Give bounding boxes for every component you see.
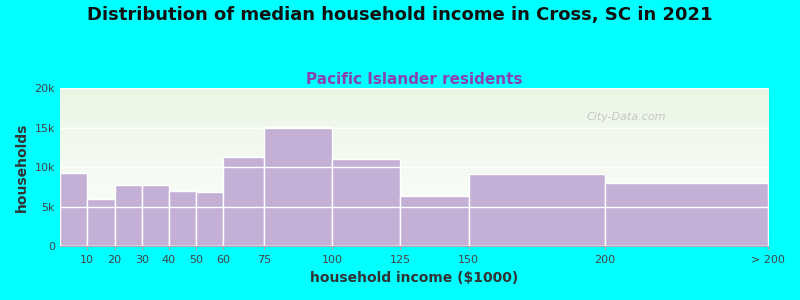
Bar [332, 159, 401, 246]
Bar [142, 185, 169, 246]
Bar [605, 183, 768, 246]
Title: Pacific Islander residents: Pacific Islander residents [306, 72, 522, 87]
Text: City-Data.com: City-Data.com [586, 112, 666, 122]
X-axis label: household income ($1000): household income ($1000) [310, 271, 518, 285]
Bar [87, 199, 114, 246]
Text: Distribution of median household income in Cross, SC in 2021: Distribution of median household income … [87, 6, 713, 24]
Bar [60, 173, 87, 246]
Bar [114, 185, 142, 246]
Bar [469, 174, 605, 246]
Bar [264, 127, 332, 246]
Y-axis label: households: households [15, 123, 29, 212]
Bar [401, 196, 469, 246]
Bar [223, 157, 264, 246]
Bar [196, 192, 223, 246]
Bar [169, 191, 196, 246]
